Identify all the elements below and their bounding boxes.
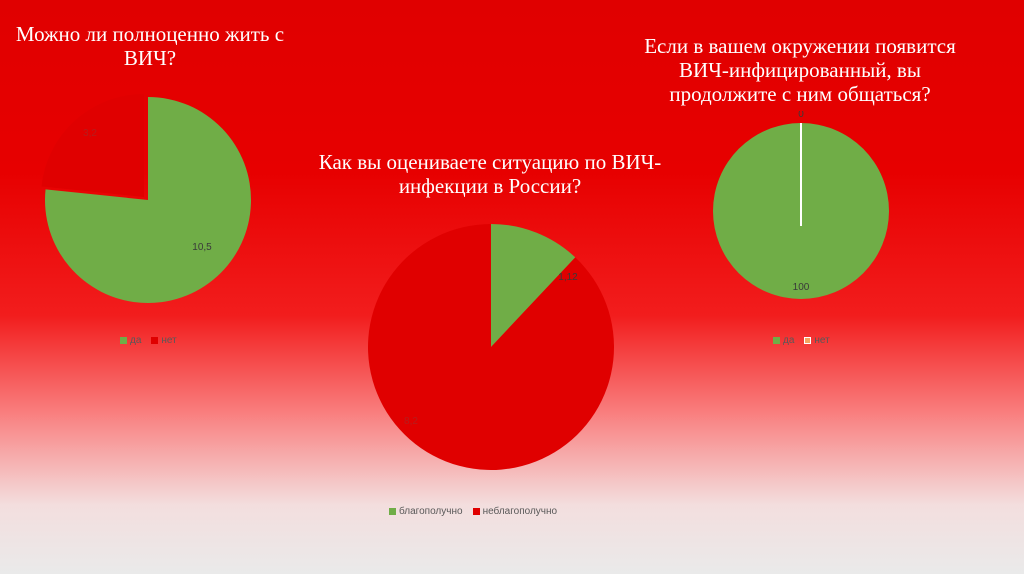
chart3-legend-label-net: нет: [814, 335, 830, 346]
chart2-data-label-1: 8,2: [404, 416, 418, 427]
chart2-slice-0: [491, 224, 576, 347]
chart3-legend-item-net: нет: [804, 335, 830, 346]
chart1-legend-label-da: да: [130, 335, 142, 346]
chart3-data-label-1: 0: [798, 111, 804, 120]
chart2-legend-item-blagopoluchno: благополучно: [389, 506, 463, 517]
chart1-slice-1: [41, 94, 144, 197]
chart2-pie: 1,12 8,2: [368, 224, 614, 470]
chart2-legend: благополучно неблагополучно: [389, 506, 557, 517]
chart1-slice-0: [44, 97, 251, 303]
chart3-title: Если в вашем окружении появится ВИЧ-инфи…: [644, 34, 956, 106]
chart3-legend-label-da: да: [783, 335, 795, 346]
chart1-data-label-0: 10,5: [192, 242, 212, 253]
chart3-data-label-0: 100: [793, 282, 810, 293]
chart2-slice-1: [368, 224, 614, 470]
chart1-legend-label-net: нет: [161, 335, 177, 346]
chart2-title: Как вы оцениваете ситуацию по ВИЧ-инфекц…: [318, 150, 662, 198]
chart1-title: Можно ли полноценно жить с ВИЧ?: [15, 22, 285, 70]
chart1-data-label-1: 3,2: [83, 128, 97, 139]
chart3-pie: 100 0: [713, 111, 889, 299]
chart1-pie: 10,5 3,2: [41, 94, 251, 303]
chart2-legend-label-neblagopoluchno: неблагополучно: [482, 506, 558, 517]
chart1-legend-item-net: нет: [151, 335, 177, 346]
chart1-legend: да нет: [120, 335, 177, 346]
chart1-legend-item-da: да: [120, 335, 141, 346]
chart2-data-label-0: 1,12: [558, 272, 578, 283]
chart3-legend: да нет: [773, 335, 830, 346]
chart2-legend-label-blagopoluchno: благополучно: [399, 506, 463, 517]
chart3-legend-item-da: да: [773, 335, 794, 346]
chart2-legend-item-neblagopoluchno: неблагополучно: [472, 506, 558, 517]
